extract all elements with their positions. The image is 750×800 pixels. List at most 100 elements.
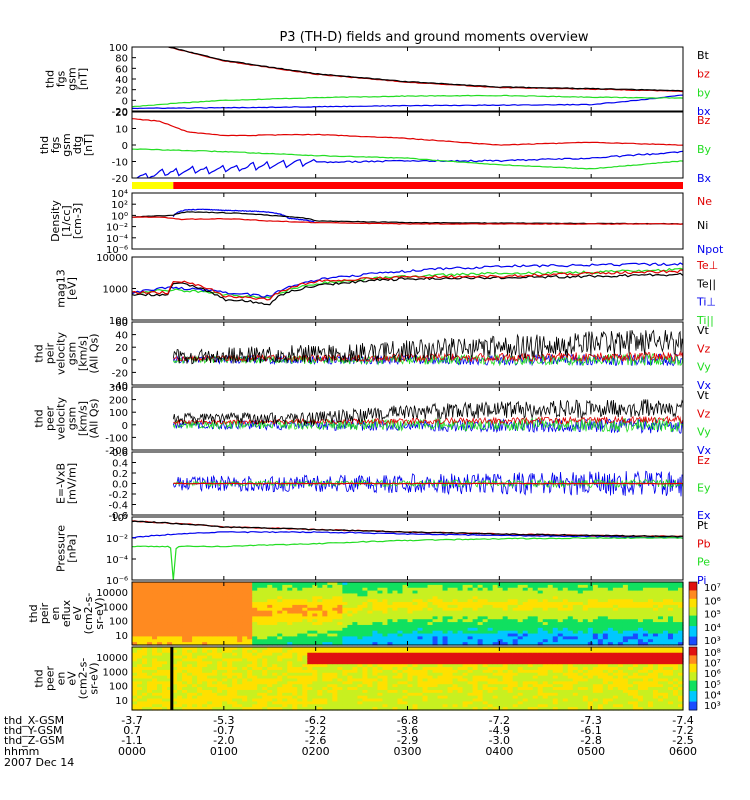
series-vy-line bbox=[172, 353, 683, 367]
footer-value: 0000 bbox=[118, 745, 146, 758]
legend-pt: Pt bbox=[697, 519, 709, 532]
panel-5-ylabel: [km/s] bbox=[77, 336, 90, 371]
colorbar-tick-label: 10⁶ bbox=[704, 596, 721, 607]
series-ni-line bbox=[132, 211, 683, 225]
panel-8-ylabel: [nPa] bbox=[66, 534, 79, 562]
series-vy-line bbox=[172, 416, 683, 433]
panel-2-ylabel: thd bbox=[38, 136, 51, 154]
series-pe-line bbox=[132, 536, 683, 580]
panel-5-ylabel: gsm bbox=[66, 342, 79, 365]
series-by-line bbox=[132, 94, 683, 108]
panel-10-ylabel: en bbox=[55, 672, 68, 686]
legend-by: by bbox=[697, 86, 711, 99]
footer-value: -2.9 bbox=[397, 734, 418, 747]
y-tick-label: 80 bbox=[115, 54, 128, 65]
series-ey-line bbox=[173, 478, 683, 489]
legend-bx: bx bbox=[697, 105, 711, 118]
y-tick-label: 10² bbox=[111, 200, 128, 211]
footer-row-label: thd_Y-GSM bbox=[4, 724, 63, 737]
panel-8: Pressure[nPa] 10⁰ 10⁻² 10⁻⁴ 10⁻⁶ Pt Pb Pe Pi bbox=[55, 513, 711, 587]
colorbar-tick-label: 10⁶ bbox=[704, 669, 721, 680]
legend-te: Te⊥ bbox=[696, 259, 718, 272]
series-ne-line bbox=[132, 216, 683, 225]
y-tick-label: -40 bbox=[112, 381, 128, 392]
series-vt-line bbox=[172, 399, 683, 427]
date-label: 2007 Dec 14 bbox=[4, 756, 74, 769]
y-tick-label: -20 bbox=[112, 174, 128, 185]
panel-7: E=-VxB[mV/m] 0.60.40.20.0-0.2-0.4-0.6 Ez Ey… bbox=[55, 448, 711, 522]
series-vz-line bbox=[173, 350, 683, 363]
y-tick-label: 0 bbox=[122, 356, 128, 367]
series-group bbox=[172, 399, 683, 434]
y-tick-label: 1000 bbox=[103, 602, 128, 613]
panel-1-ylabel: thd bbox=[44, 70, 57, 88]
panel-5-ylabel: peir bbox=[44, 342, 57, 364]
series-group bbox=[132, 520, 683, 580]
panel-9-ylabel: sr-eV) bbox=[93, 597, 106, 629]
panel-7-ylabel: [mV/m] bbox=[66, 463, 79, 504]
footer-value: -1.1 bbox=[121, 734, 142, 747]
footer-value: 0200 bbox=[302, 745, 330, 758]
y-tick-label: 10⁻⁶ bbox=[106, 245, 128, 256]
status-bar-yellow bbox=[132, 182, 174, 189]
y-tick-label: 10⁻⁴ bbox=[106, 555, 128, 566]
data-gap-bar bbox=[170, 647, 174, 710]
series-bz-line bbox=[132, 118, 683, 146]
series-ti-line bbox=[132, 267, 683, 299]
legend-te: Te|| bbox=[696, 277, 716, 290]
y-tick-label: 100 bbox=[109, 408, 128, 419]
series-ti-line bbox=[132, 262, 683, 298]
footer-value: -6.1 bbox=[580, 724, 601, 737]
legend-ne: Ne bbox=[697, 195, 712, 208]
panel-2-ylabel: fgs bbox=[49, 136, 62, 153]
y-tick-label: 100 bbox=[109, 617, 128, 628]
series-bt-line bbox=[168, 47, 683, 92]
legend-vx: Vx bbox=[697, 379, 712, 392]
y-tick-label: 10⁻² bbox=[106, 223, 128, 234]
panel-1-ylabel: fgs bbox=[55, 70, 68, 87]
legend-ti: Ti|| bbox=[696, 314, 714, 327]
panel-9-ylabel: (cm2-s- bbox=[82, 593, 95, 635]
series-te-line bbox=[132, 269, 683, 301]
y-tick-label: 60 bbox=[115, 318, 128, 329]
colorbar-tick-label: 10⁷ bbox=[704, 659, 721, 670]
colorbar-tick-label: 10⁴ bbox=[704, 690, 721, 701]
legend-bt: Bt bbox=[697, 49, 710, 62]
legend-vt: Vt bbox=[697, 324, 710, 337]
y-tick-label: -0.2 bbox=[108, 490, 128, 501]
footer-value: -2.6 bbox=[305, 734, 326, 747]
y-tick-label: 10⁻² bbox=[106, 534, 128, 545]
series-vt-line bbox=[172, 329, 683, 365]
legend-vx: Vx bbox=[697, 444, 712, 457]
legend-by: By bbox=[697, 143, 712, 156]
panel-6-ylabel: [km/s] bbox=[77, 401, 90, 436]
series-group bbox=[172, 329, 683, 367]
y-tick-label: 20 bbox=[115, 86, 128, 97]
footer-value: -6.8 bbox=[397, 714, 418, 727]
y-tick-label: 20 bbox=[115, 108, 128, 119]
panel-9-ylabel: en bbox=[49, 607, 62, 621]
series-group bbox=[132, 262, 683, 306]
footer-value: -2.2 bbox=[305, 724, 326, 737]
colorbar-tick-label: 10⁸ bbox=[704, 648, 721, 659]
series-pt-line bbox=[132, 520, 683, 538]
colorbar-tick-label: 10³ bbox=[704, 636, 721, 647]
panel-9-ylabel: thd bbox=[27, 604, 40, 622]
footer-row-label: thd_Z-GSM bbox=[4, 734, 64, 747]
spectrogram-cells bbox=[132, 647, 684, 711]
panel-2-ylabel: dtg bbox=[71, 136, 84, 154]
y-tick-label: 10⁰ bbox=[111, 211, 128, 222]
y-tick-label: 40 bbox=[115, 75, 128, 86]
footer-value: -7.4 bbox=[672, 714, 693, 727]
panel-6-ylabel: gsm bbox=[66, 407, 79, 430]
panel-1-ylabel: [nT] bbox=[77, 68, 90, 90]
footer-value: -3.7 bbox=[121, 714, 142, 727]
series-ez-line bbox=[173, 482, 683, 485]
panel-1-ylabel: gsm bbox=[66, 67, 79, 90]
y-tick-label: -20 bbox=[112, 107, 128, 118]
